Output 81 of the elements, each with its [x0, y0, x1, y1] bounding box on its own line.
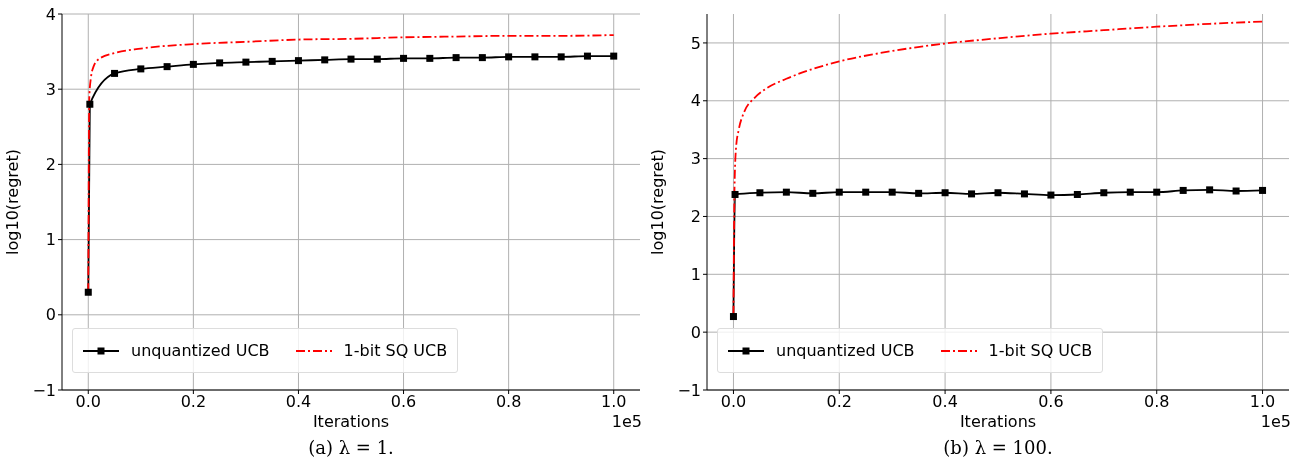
y-tick-label: −1 — [32, 380, 56, 400]
point — [731, 190, 739, 198]
legend-label: unquantized UCB — [776, 341, 915, 360]
legend-label: unquantized UCB — [131, 341, 270, 360]
y-tick-label: 2 — [690, 207, 701, 227]
point — [994, 189, 1002, 197]
point — [1100, 189, 1108, 197]
text: (b) λ = 100. — [943, 437, 1053, 458]
y-tick-label: 1 — [45, 230, 56, 250]
point — [321, 56, 329, 64]
point — [1020, 190, 1028, 198]
point — [915, 189, 923, 197]
point — [478, 54, 486, 62]
point — [505, 53, 513, 61]
point — [782, 188, 790, 196]
y-tick-label: 0 — [45, 305, 56, 325]
text: 1e5 — [611, 412, 642, 431]
point — [1153, 188, 1161, 196]
x-tick-label: 0.8 — [495, 392, 522, 412]
point — [729, 313, 737, 321]
point — [610, 52, 618, 60]
point — [86, 100, 94, 108]
y-tick-label: 0 — [690, 322, 701, 342]
x-tick-label: 0.6 — [1038, 392, 1064, 412]
legend-label: 1-bit SQ UCB — [343, 341, 448, 360]
text: 1e5 — [1260, 412, 1291, 431]
legend-label: 1-bit SQ UCB — [988, 341, 1093, 360]
point — [373, 55, 381, 63]
x-tick-label: 0.4 — [932, 392, 958, 412]
point — [189, 60, 197, 68]
point — [557, 53, 565, 61]
point — [452, 54, 460, 62]
y-axis-title: log10(regret) — [2, 149, 22, 255]
y-tick-label: 4 — [690, 91, 701, 111]
point — [1232, 187, 1240, 195]
x-axis-title: Iterations — [959, 412, 1037, 431]
y-tick-label: 4 — [45, 4, 56, 24]
point — [294, 57, 302, 65]
point — [1047, 191, 1055, 199]
x-tick-label: 0.2 — [180, 392, 207, 412]
x-tick-label: 0.4 — [285, 392, 312, 412]
point — [84, 288, 92, 296]
x-tick-label: 0.8 — [1144, 392, 1170, 412]
point — [968, 190, 976, 198]
point — [941, 189, 949, 197]
x-tick-label: 0.0 — [75, 392, 101, 412]
point — [835, 188, 843, 196]
point — [137, 65, 145, 73]
y-axis-title: log10(regret) — [647, 149, 667, 255]
text: (a) λ = 1. — [308, 437, 394, 458]
y-tick-label: 3 — [690, 149, 701, 169]
point — [531, 53, 539, 61]
point — [242, 58, 250, 66]
y-tick-label: −1 — [677, 380, 701, 400]
point — [756, 189, 764, 197]
x-tick-label: 0.6 — [390, 392, 417, 412]
point — [1259, 186, 1267, 194]
point — [1073, 190, 1081, 198]
x-tick-label: 0.2 — [826, 392, 852, 412]
point — [1179, 186, 1187, 194]
point — [268, 57, 276, 65]
x-tick-label: 1.0 — [601, 392, 627, 412]
point — [426, 54, 434, 62]
y-tick-label: 3 — [45, 79, 56, 99]
point — [809, 189, 817, 197]
point — [888, 188, 896, 196]
x-tick-label: 1.0 — [1249, 392, 1276, 412]
x-tick-label: 0.0 — [720, 392, 747, 412]
point — [347, 55, 355, 63]
point — [111, 69, 119, 77]
y-tick-label: 2 — [45, 155, 56, 175]
point — [1206, 186, 1214, 194]
point — [1126, 188, 1134, 196]
y-tick-label: 5 — [690, 33, 701, 53]
point — [862, 188, 870, 196]
point — [583, 52, 591, 60]
point — [216, 59, 224, 67]
y-tick-label: 1 — [690, 264, 701, 284]
point — [400, 54, 408, 62]
point — [163, 63, 171, 71]
x-axis-title: Iterations — [312, 412, 390, 431]
